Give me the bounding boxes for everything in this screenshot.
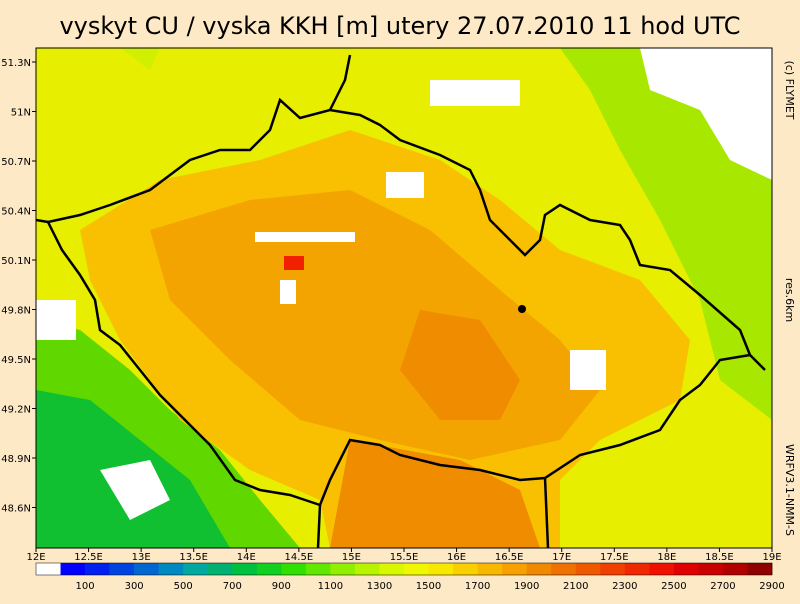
field-area [255, 232, 355, 242]
legend-label: 2100 [563, 581, 588, 592]
legend-label: 1300 [367, 581, 392, 592]
legend-label: 1100 [318, 581, 343, 592]
field-area [570, 350, 606, 390]
field-area [284, 256, 304, 270]
lat-label: 48.9N [1, 454, 31, 465]
legend-swatch [183, 563, 209, 575]
legend-label: 1700 [465, 581, 490, 592]
legend-swatch [526, 563, 552, 575]
legend-label: 2500 [661, 581, 686, 592]
legend-label: 100 [76, 581, 95, 592]
legend-swatch [256, 563, 282, 575]
lon-label: 15E [342, 552, 361, 563]
legend-label: 500 [174, 581, 193, 592]
lon-label: 14.5E [285, 552, 314, 563]
lat-label: 51.3N [1, 58, 31, 69]
lon-label: 12.5E [74, 552, 103, 563]
legend-label: 2900 [759, 581, 784, 592]
lon-label: 17.5E [600, 552, 629, 563]
legend-swatch [379, 563, 405, 575]
legend-swatch [428, 563, 454, 575]
legend-swatch [502, 563, 527, 575]
field-area [640, 48, 772, 180]
lon-label: 17E [552, 552, 571, 563]
lon-label: 15.5E [390, 552, 419, 563]
legend-swatch [673, 563, 699, 575]
legend-label: 900 [272, 581, 291, 592]
legend-frame [35, 562, 773, 576]
city-dot [518, 305, 526, 313]
legend-swatch [600, 563, 626, 575]
legend-swatch [232, 563, 258, 575]
field-area [330, 440, 540, 548]
lat-label: 49.5N [1, 355, 31, 366]
field-area [36, 48, 160, 70]
title: vyskyt CU / vyska KKH [m] utery 27.07.20… [59, 12, 740, 40]
legend-swatch [109, 563, 135, 575]
lat-label: 50.7N [1, 157, 31, 168]
legend-label: 1900 [514, 581, 539, 592]
field-area [386, 172, 424, 198]
legend-swatch [551, 563, 577, 575]
legend-swatch [207, 563, 233, 575]
lon-label: 18E [657, 552, 676, 563]
legend-swatch [158, 563, 184, 575]
legend-label: 300 [125, 581, 144, 592]
legend-swatch [404, 563, 429, 575]
legend-swatch [453, 563, 478, 575]
legend-swatch [60, 563, 86, 575]
legend-swatch [624, 563, 650, 575]
lat-label: 49.2N [1, 405, 31, 416]
lon-label: 18.5E [705, 552, 734, 563]
lon-label: 16.5E [495, 552, 524, 563]
field-area [36, 300, 76, 340]
lon-label: 14E [237, 552, 256, 563]
legend-swatch [575, 563, 601, 575]
legend-swatch [85, 563, 110, 575]
border [46, 97, 752, 507]
copyright: (c) FLYMET [783, 60, 796, 119]
legend-swatch [281, 563, 307, 575]
lon-label: 16E [447, 552, 466, 563]
lat-label: 48.6N [1, 504, 31, 515]
lon-label: 13E [132, 552, 151, 563]
legend-swatch [134, 563, 159, 575]
legend-swatch [36, 563, 61, 575]
legend-label: 700 [223, 581, 242, 592]
field-area [400, 310, 520, 420]
lat-label: 49.8N [1, 306, 31, 317]
legend-swatch [722, 563, 748, 575]
lon-label: 13.5E [179, 552, 208, 563]
legend-swatch [747, 563, 773, 575]
lat-label: 50.1N [1, 256, 31, 267]
legend-label: 2700 [710, 581, 735, 592]
field-area [430, 80, 520, 106]
legend-swatch [649, 563, 675, 575]
map [35, 47, 773, 549]
field-area [100, 460, 170, 520]
lat-label: 51N [11, 108, 31, 119]
legend-swatch [330, 563, 356, 575]
resolution: res.6km [783, 278, 796, 322]
lon-label: 12E [26, 552, 45, 563]
legend-swatch [698, 563, 724, 575]
legend-swatch [477, 563, 503, 575]
legend-swatch [305, 563, 331, 575]
field-area [280, 280, 296, 304]
lat-label: 50.4N [1, 207, 31, 218]
axes: 51.3N 51N 50.7N 50.4N 50.1N 49.8N 49.5N 49.2N 48… [1, 58, 781, 563]
lon-label: 19E [762, 552, 781, 563]
border [36, 54, 766, 548]
legend: 100 300 500 700 900 1100 1300 1500 1700 1900 2100 2… [35, 562, 785, 592]
legend-label: 2300 [612, 581, 637, 592]
legend-label: 1500 [416, 581, 441, 592]
legend-swatch [354, 563, 380, 575]
model: WRFV3.1-NMM-S [783, 444, 796, 536]
